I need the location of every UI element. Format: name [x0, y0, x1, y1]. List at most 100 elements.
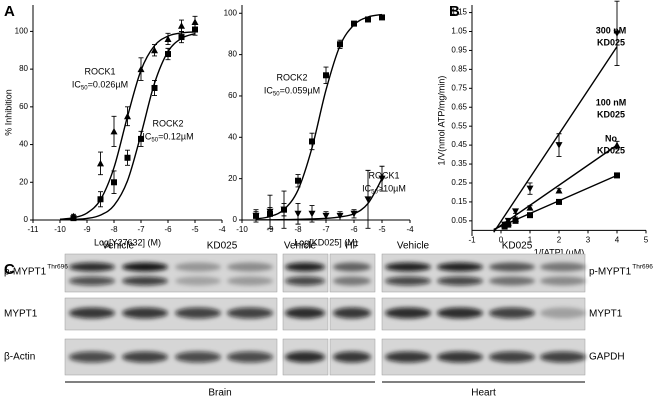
x-tick-label: -9 — [266, 225, 274, 234]
data-point — [555, 187, 563, 194]
fit-curve — [255, 178, 383, 221]
fit-curve — [255, 13, 383, 220]
blot-band — [285, 351, 325, 363]
data-point — [295, 177, 301, 184]
blot-band — [333, 351, 371, 363]
blot-band — [69, 276, 115, 286]
data-point — [110, 127, 118, 135]
y-tick-label: 20 — [228, 174, 237, 183]
data-point — [178, 34, 185, 41]
y-axis-label: % Inhibition — [3, 89, 13, 136]
series-label: No — [605, 133, 617, 143]
tissue-label: Heart — [471, 388, 496, 399]
panel-label: B — [449, 3, 460, 20]
x-tick-label: -1 — [468, 235, 476, 244]
series-label: ROCK2 — [152, 118, 183, 128]
data-point — [526, 185, 534, 193]
blot-strip — [282, 253, 329, 293]
x-axis-label: Log[Y27632] (M) — [94, 237, 161, 247]
x-tick-label: 5 — [644, 235, 649, 244]
data-point — [337, 41, 343, 48]
ic50-subscript: 50 — [273, 92, 280, 98]
x-tick-label: -8 — [294, 225, 302, 234]
lane-group-label: KD025 — [502, 241, 533, 252]
x-axis-label: 1/[ATP] (µM) — [534, 248, 585, 258]
series-label: KD025 — [597, 145, 625, 155]
lane-group-label: KD025 — [207, 241, 238, 252]
data-point — [350, 210, 358, 218]
data-point — [70, 215, 77, 222]
series-label: KD025 — [597, 109, 625, 119]
data-point — [308, 210, 316, 218]
y-tick-label: 1.15 — [451, 8, 467, 17]
x-tick-label: -5 — [378, 225, 386, 234]
blot-band — [540, 307, 586, 319]
ic50-value: =0.12µM — [158, 131, 193, 141]
data-point — [613, 141, 621, 149]
blot-band — [489, 262, 535, 272]
data-point — [556, 198, 562, 205]
data-point — [252, 212, 260, 220]
blot-band — [437, 351, 483, 363]
y-tick-label: 40 — [228, 132, 237, 141]
lane-group-label: Vehicle — [284, 241, 317, 252]
y-tick-label: 0.55 — [451, 121, 467, 130]
series-label: ROCK1 — [84, 66, 115, 76]
data-point — [526, 204, 534, 211]
blot-band — [175, 276, 221, 286]
lane-group-label: Vehicle — [397, 241, 430, 252]
blot-band — [175, 307, 221, 319]
data-point — [378, 175, 386, 183]
blot-band — [333, 262, 371, 272]
x-tick-label: -9 — [83, 225, 91, 234]
x-tick-label: -4 — [406, 225, 414, 234]
data-point — [124, 112, 131, 120]
y-tick-label: 0.95 — [451, 46, 467, 55]
data-point — [151, 84, 158, 91]
blot-band — [437, 307, 483, 319]
ic50-value: =0.026µM — [88, 79, 128, 89]
ic50-value: =0.059µM — [280, 85, 320, 95]
row-label: MYPT1 — [4, 309, 38, 320]
fit-curve — [59, 32, 196, 221]
y-tick-label: 100 — [15, 27, 29, 36]
x-tick-label: -10 — [54, 225, 66, 234]
data-point — [614, 172, 620, 179]
series-label: 100 nM — [596, 97, 627, 107]
x-axis-label: Log[KD025] (M) — [294, 237, 358, 247]
blot-strip — [381, 253, 586, 293]
blot-strip — [329, 253, 376, 293]
tissue-label: Brain — [208, 388, 231, 399]
x-tick-label: -11 — [28, 225, 40, 234]
data-point — [323, 72, 329, 79]
y-tick-label: 0.65 — [451, 102, 467, 111]
x-tick-label: 4 — [615, 235, 620, 244]
data-point — [191, 18, 199, 25]
y-tick-label: 0.15 — [451, 197, 467, 206]
data-point — [151, 46, 158, 54]
series-label: KD025 — [597, 37, 625, 47]
y-tick-label: 60 — [228, 91, 237, 100]
ic50-prefix: IC — [362, 183, 372, 193]
blot-band — [227, 307, 273, 319]
data-point — [165, 51, 171, 58]
blot-strip — [64, 253, 278, 293]
fit-curve — [493, 46, 618, 233]
blot-band — [489, 307, 535, 319]
blot-band — [122, 262, 168, 272]
blot-band — [540, 351, 586, 363]
x-tick-label: -10 — [236, 225, 248, 234]
ic50-value: >10µM — [378, 183, 406, 193]
row-label: p-MYPT1 — [589, 267, 632, 278]
blot-band — [69, 307, 115, 319]
series-label: 300 nM — [596, 25, 627, 35]
panel-label: C — [4, 261, 15, 278]
blot-band — [285, 276, 325, 286]
ic50-prefix: IC — [142, 131, 152, 141]
blot-band — [333, 307, 371, 319]
y-tick-label: 40 — [19, 140, 28, 149]
blot-band — [437, 276, 483, 286]
data-point — [138, 135, 144, 142]
y-tick-label: 80 — [228, 50, 237, 59]
